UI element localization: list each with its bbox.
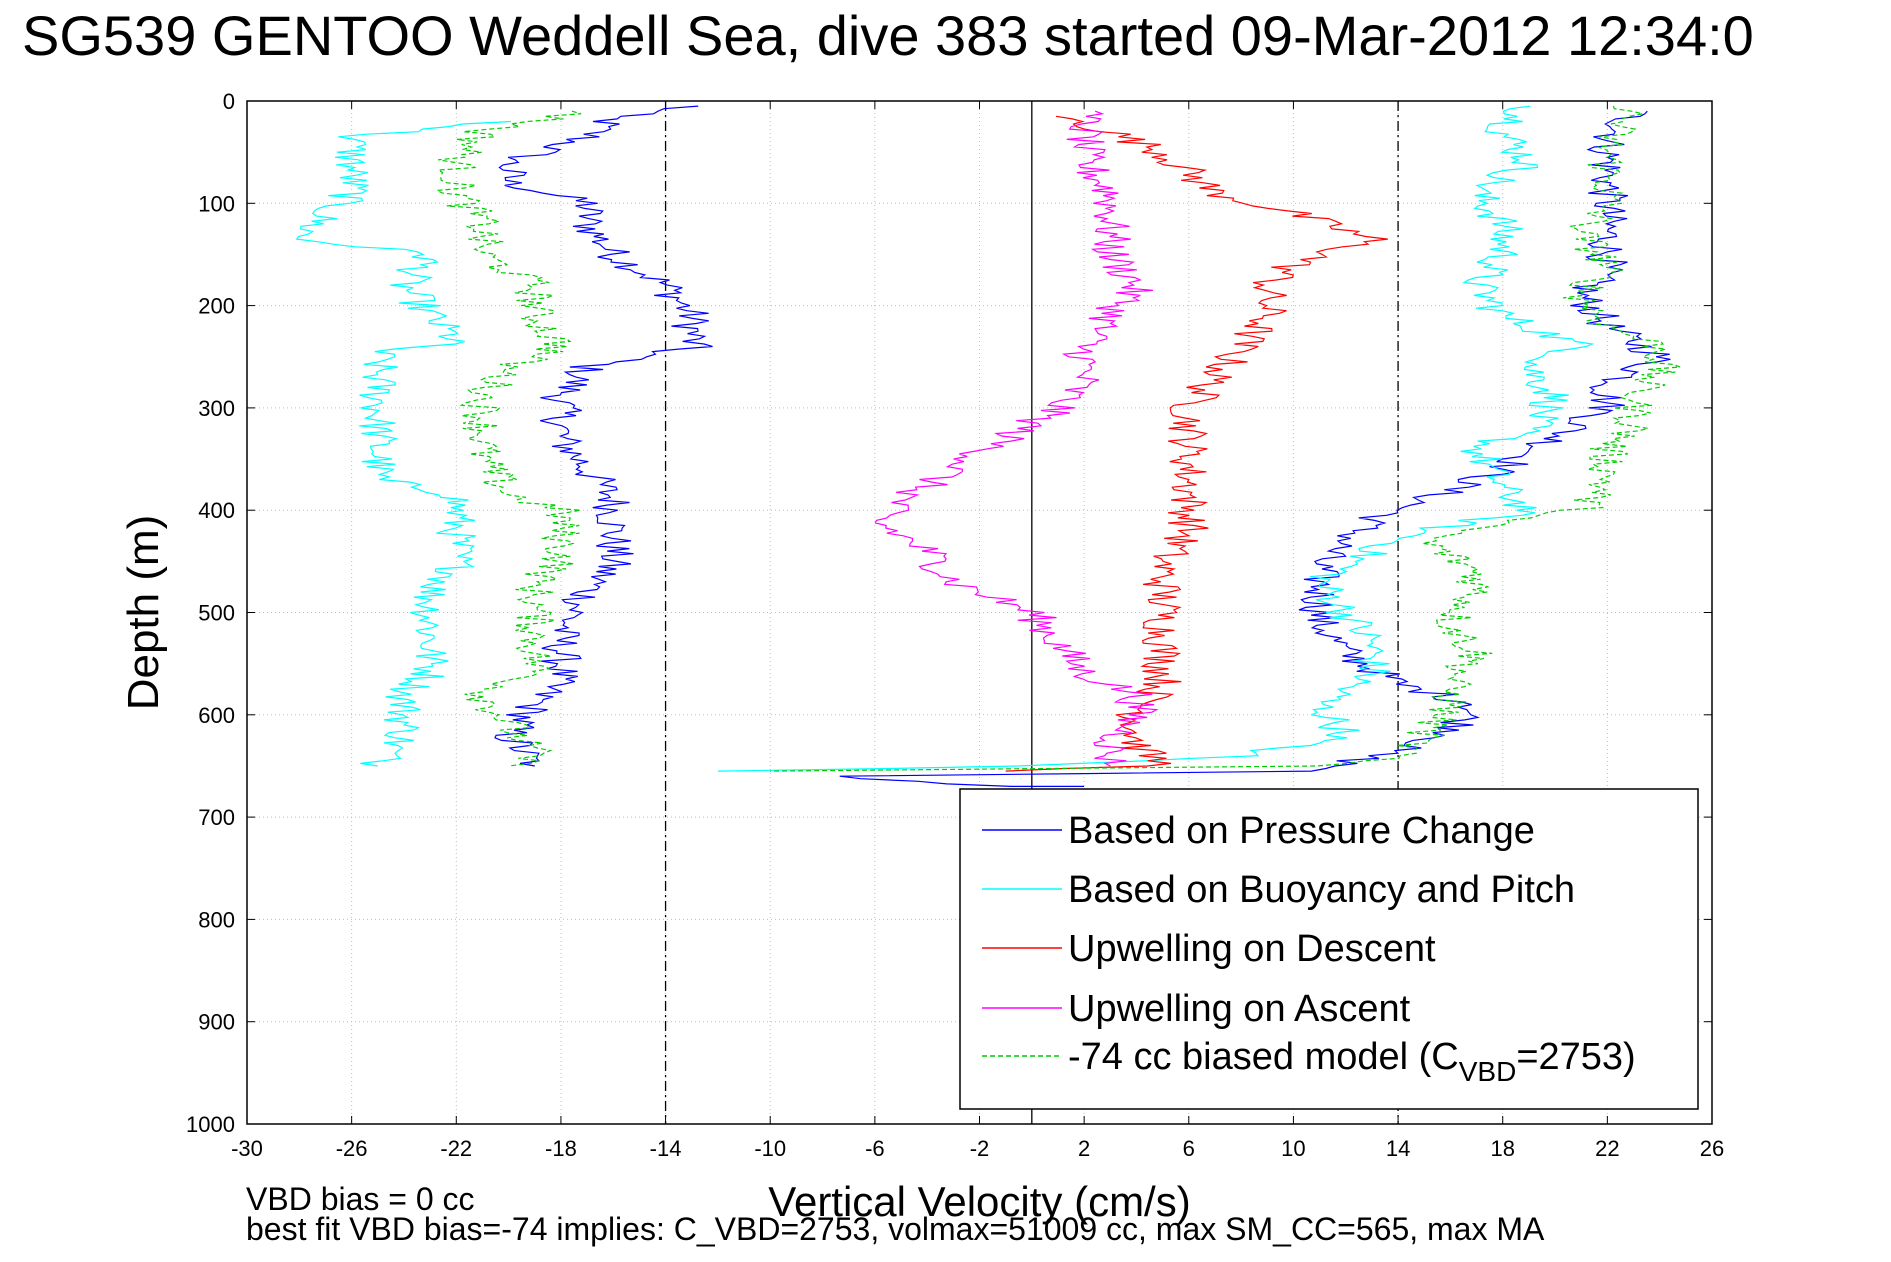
series-line-1-ascent (839, 110, 1671, 787)
x-tick-label: 14 (1386, 1136, 1410, 1161)
footer-best-fit-note: best fit VBD bias=-74 implies: C_VBD=275… (246, 1211, 1545, 1247)
x-tick-label: 22 (1595, 1136, 1619, 1161)
y-tick-label: 600 (198, 703, 235, 728)
x-axis-label: Vertical Velocity (cm/s) (768, 1178, 1190, 1225)
x-tick-label: -18 (545, 1136, 577, 1161)
x-tick-label: 6 (1183, 1136, 1195, 1161)
y-tick-label: 200 (198, 294, 235, 319)
legend-label-tail: =2753) (1516, 1036, 1635, 1078)
chart-title: SG539 GENTOO Weddell Sea, dive 383 start… (22, 4, 1754, 67)
x-tick-label: 10 (1281, 1136, 1305, 1161)
x-tick-label: -30 (231, 1136, 263, 1161)
legend-box (959, 788, 1699, 1110)
tick-layer: -30 -26 -22 -18 -14 -10 -6 -2 2 6 10 14 18 22 26010020… (186, 89, 1724, 1161)
x-tick-label: 2 (1078, 1136, 1090, 1161)
series-line-4-ascent (874, 110, 1159, 767)
legend-label: Upwelling on Descent (1068, 928, 1436, 970)
series-line-5-descent (434, 110, 582, 767)
series-line-2-descent (295, 120, 511, 767)
series-line-1-descent (494, 105, 713, 767)
legend-label-subscript: VBD (1459, 1056, 1517, 1087)
y-tick-label: 100 (198, 191, 235, 216)
y-tick-label: 1000 (186, 1112, 235, 1137)
legend-label: Based on Pressure Change (1068, 810, 1535, 852)
x-tick-label: 26 (1700, 1136, 1724, 1161)
legend-items: Based on Pressure Change Based on Buoyanc… (982, 810, 1636, 1087)
x-tick-label: -22 (440, 1136, 472, 1161)
x-tick-label: -14 (650, 1136, 682, 1161)
x-tick-label: 18 (1490, 1136, 1514, 1161)
x-tick-label: -10 (754, 1136, 786, 1161)
y-tick-label: 500 (198, 601, 235, 626)
y-tick-label: 900 (198, 1010, 235, 1035)
x-tick-label: -2 (970, 1136, 990, 1161)
legend-label: Upwelling on Ascent (1068, 988, 1411, 1030)
x-tick-label: -6 (865, 1136, 885, 1161)
legend-label: -74 cc biased model (CVBD=2753) (1068, 1036, 1636, 1087)
footer-bias-note: VBD bias = 0 cc (246, 1181, 475, 1217)
y-tick-label: 400 (198, 498, 235, 523)
y-tick-label: 700 (198, 805, 235, 830)
y-tick-label: 300 (198, 396, 235, 421)
y-axis-label: Depth (m) (119, 515, 168, 711)
series-line-3-descent (1005, 115, 1388, 772)
legend: Based on Pressure Change Based on Buoyanc… (959, 788, 1699, 1110)
x-tick-label: -26 (336, 1136, 368, 1161)
y-tick-label: 800 (198, 907, 235, 932)
legend-label: Based on Buoyancy and Pitch (1068, 869, 1575, 911)
series-layer (295, 105, 1681, 787)
series-line-2-ascent (717, 105, 1595, 772)
y-tick-label: 0 (223, 89, 235, 114)
legend-label-main: -74 cc biased model (C (1068, 1036, 1459, 1078)
series-line-5-ascent (770, 105, 1681, 772)
